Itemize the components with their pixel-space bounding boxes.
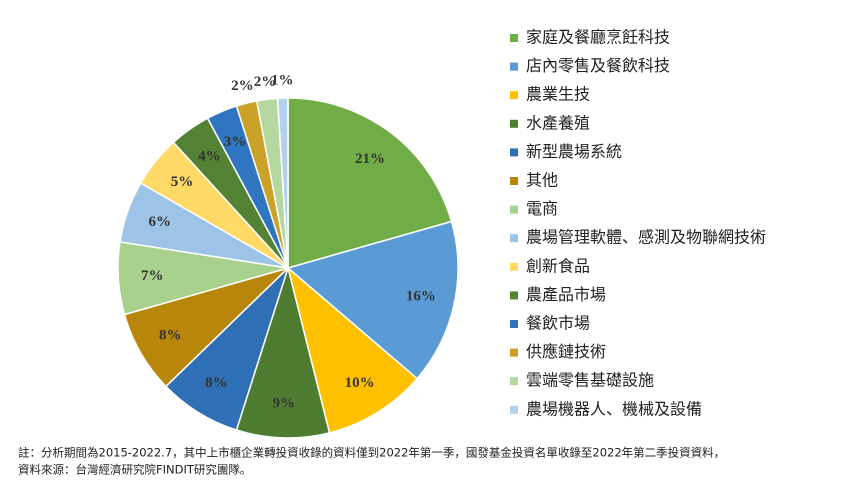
- data-label: 2%: [231, 78, 254, 94]
- legend-swatch: [510, 234, 518, 243]
- legend-label: 其他: [526, 171, 558, 190]
- legend-label: 農場機器人、機械及設備: [526, 399, 702, 418]
- data-label: 6%: [148, 214, 171, 230]
- data-label: 16%: [406, 289, 436, 305]
- data-label: 21%: [355, 151, 385, 167]
- pie-slice: [235, 265, 331, 439]
- legend-swatch: [510, 205, 518, 214]
- data-label: 4%: [198, 148, 221, 164]
- data-label: 10%: [345, 375, 375, 391]
- legend-swatch: [510, 377, 518, 386]
- legend-label: 農產品市場: [526, 285, 606, 304]
- pie-slice: [287, 97, 453, 269]
- legend-swatch: [510, 348, 518, 357]
- legend-label: 餐飲市場: [526, 314, 590, 333]
- legend-swatch: [510, 262, 518, 271]
- data-label: 2%: [254, 74, 277, 90]
- legend-label: 供應鏈技術: [526, 342, 606, 361]
- legend-label: 店內零售及餐飲科技: [526, 56, 670, 75]
- footnote: 註：分析期間為2015-2022.7，其中上市櫃企業轉投資收錄的資料僅到2022…: [18, 446, 725, 460]
- legend-label: 農場管理軟體、感測及物聯網技術: [526, 228, 766, 247]
- legend-swatch: [510, 119, 518, 128]
- data-label: 7%: [141, 268, 164, 284]
- pie-slice: [286, 220, 459, 380]
- legend-label: 水產養殖: [526, 113, 590, 132]
- data-label: 5%: [171, 174, 194, 190]
- legend-swatch: [510, 91, 518, 100]
- data-label: 9%: [273, 395, 296, 411]
- data-label: 8%: [205, 375, 228, 391]
- legend-swatch: [510, 320, 518, 328]
- legend-label: 創新食品: [526, 256, 590, 275]
- legend-label: 新型農場系統: [526, 142, 622, 161]
- pie-slice: [276, 97, 289, 269]
- legend-swatch: [510, 34, 518, 42]
- data-label: 3%: [224, 134, 247, 150]
- data-label: 8%: [159, 327, 182, 343]
- legend-swatch: [510, 405, 518, 414]
- pie-slice: [286, 265, 419, 434]
- legend-swatch: [510, 148, 518, 157]
- footnote: 資料來源：台灣經濟研究院FINDIT研究團隊。: [18, 463, 251, 477]
- data-label: 1%: [271, 73, 294, 89]
- legend-label: 農業生技: [526, 85, 590, 104]
- legend-swatch: [510, 62, 518, 71]
- legend-swatch: [510, 291, 518, 300]
- legend-swatch: [510, 177, 518, 185]
- legend-label: 電商: [526, 199, 558, 218]
- legend-label: 家庭及餐廳烹飪科技: [526, 28, 670, 47]
- legend-label: 雲端零售基礎設施: [526, 371, 654, 390]
